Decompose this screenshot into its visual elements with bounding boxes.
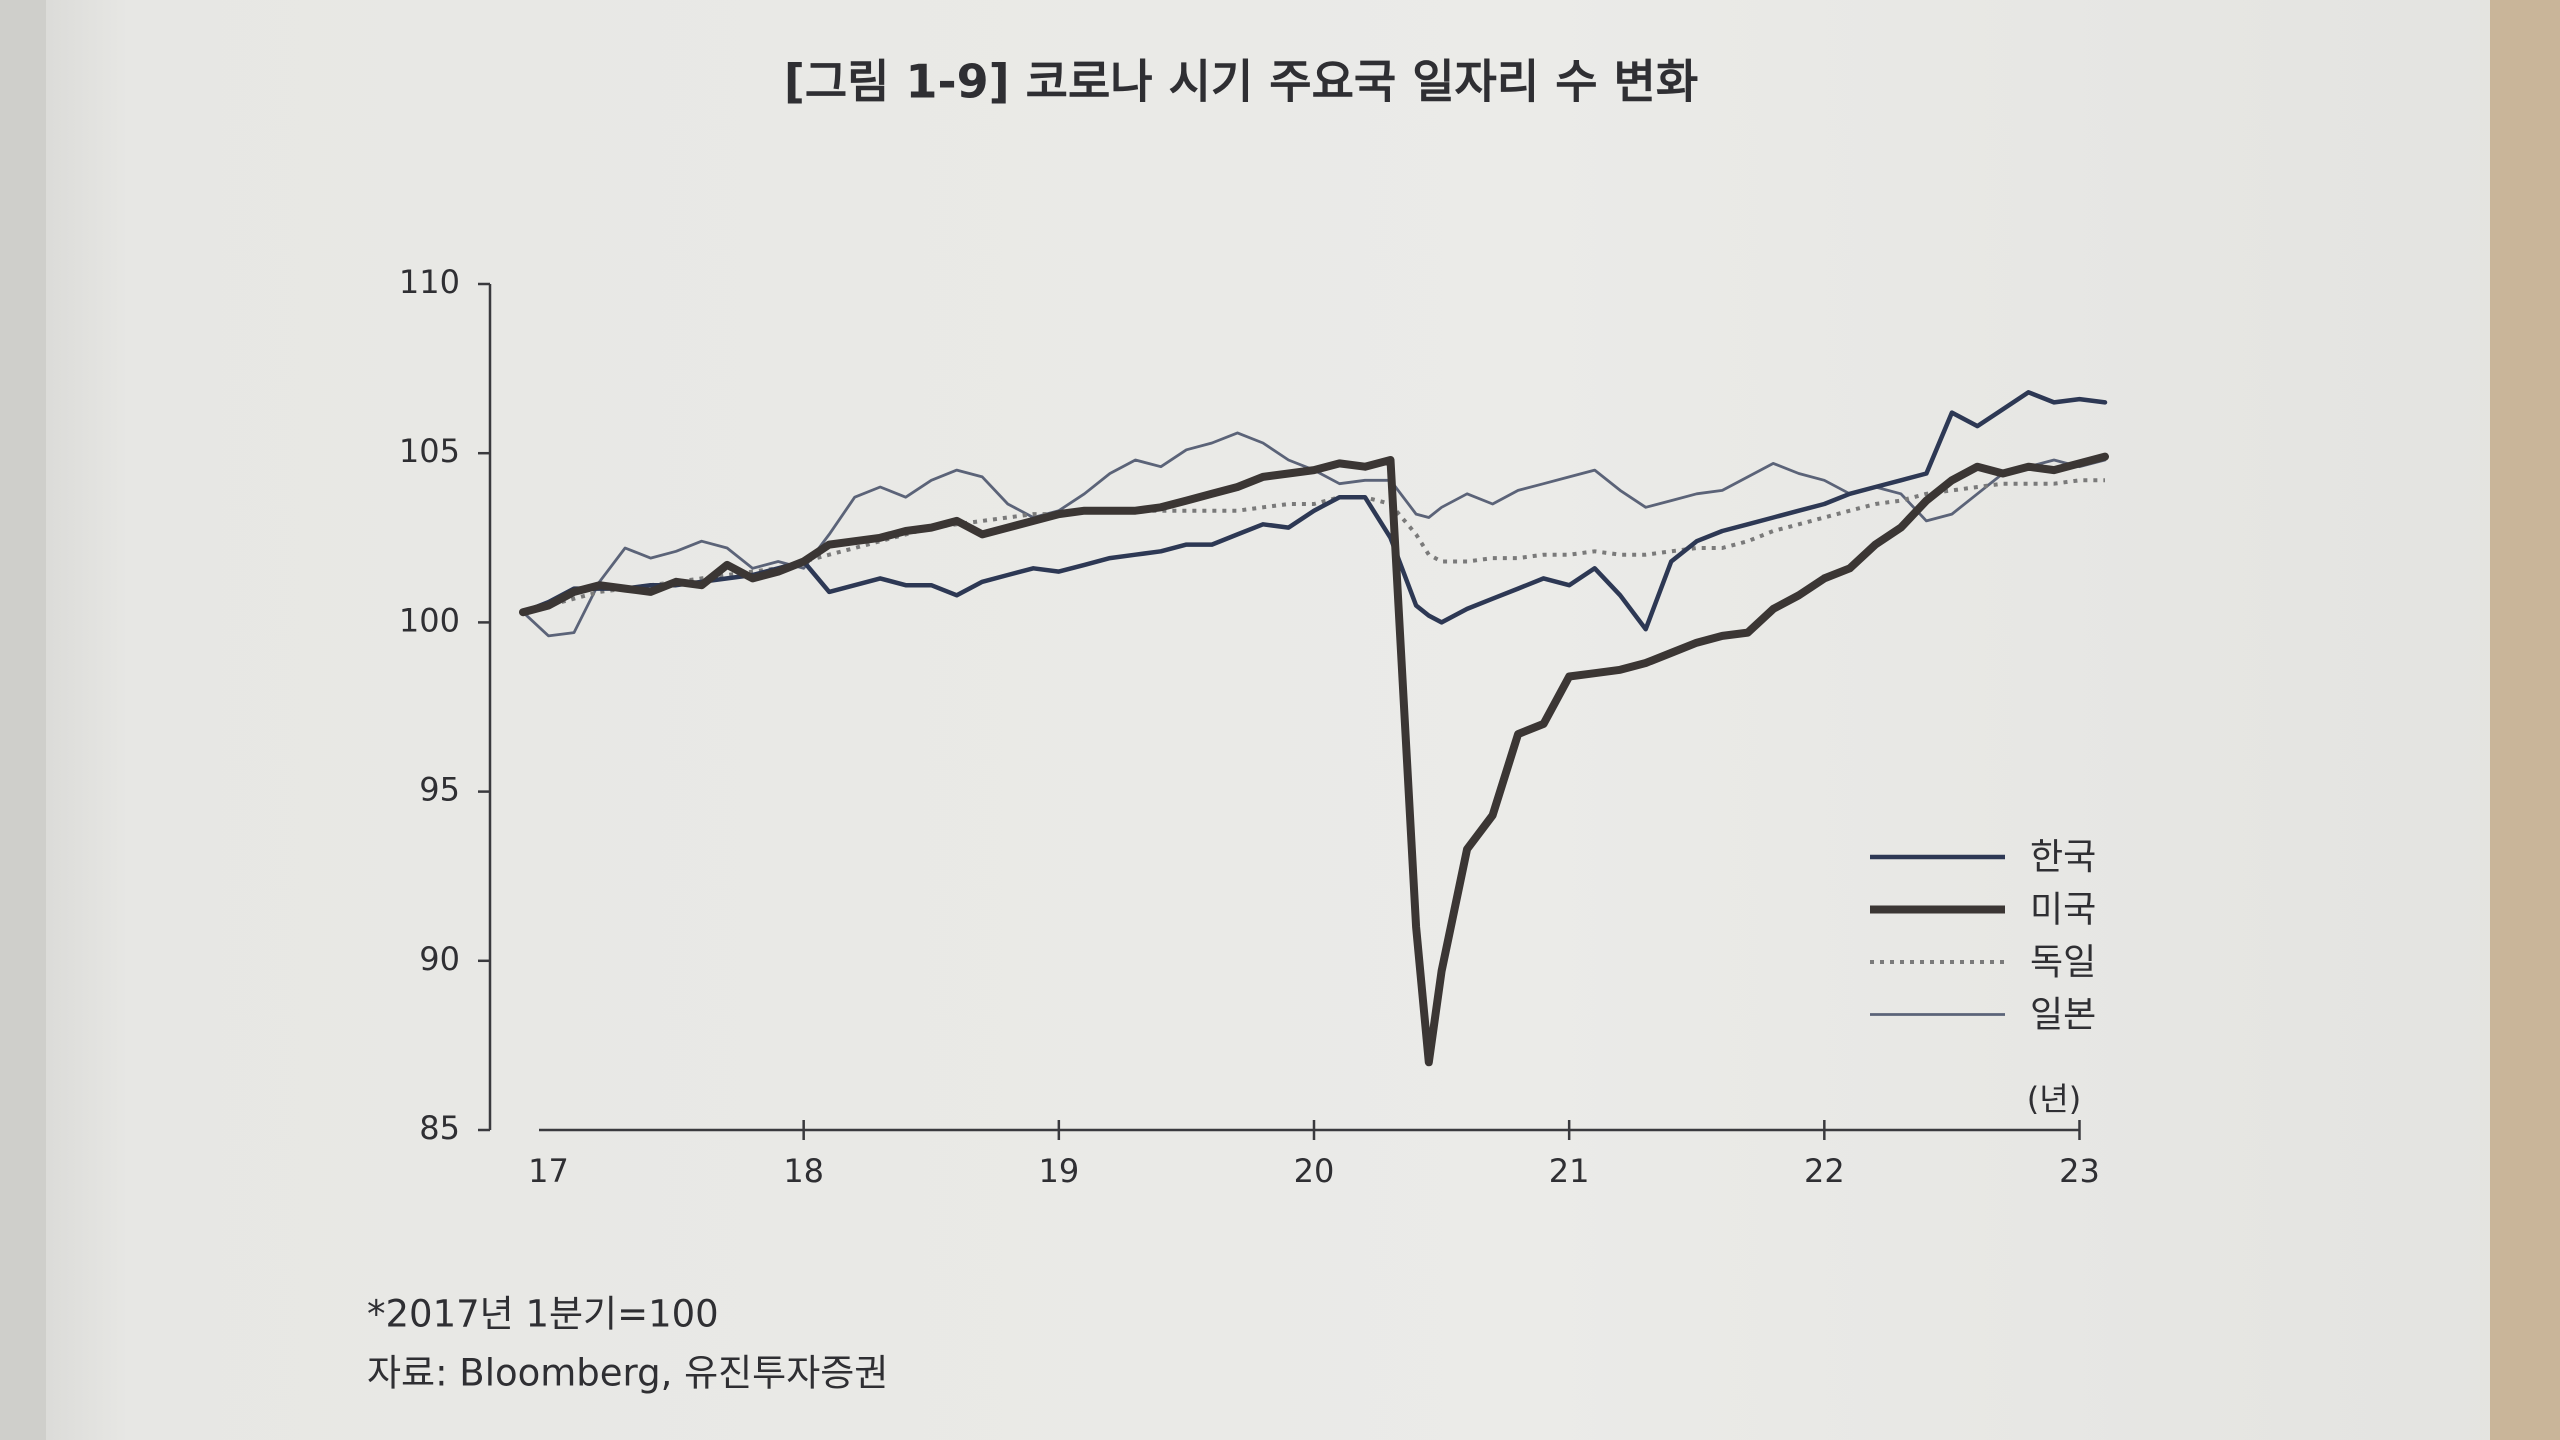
x-tick-label: 17 [528,1152,569,1190]
x-tick-label: 22 [1804,1152,1845,1190]
legend-label: 한국 [2030,837,2096,878]
x-tick-label: 23 [2059,1152,2100,1190]
y-tick-label: 110 [399,263,460,301]
y-tick-label: 100 [399,601,460,639]
x-tick-label: 19 [1038,1152,1079,1190]
legend-label: 독일 [2030,942,2096,983]
source-note: 자료: Bloomberg, 유진투자증권 [367,1352,888,1395]
legend-label: 일본 [2030,995,2096,1036]
page-edge [0,0,46,1440]
table-surface [2490,0,2560,1440]
y-tick-label: 90 [419,940,460,978]
y-tick-label: 95 [419,771,460,809]
y-tick-label: 85 [419,1109,460,1147]
x-tick-label: 20 [1294,1152,1335,1190]
data-line [519,452,2109,1067]
legend-label: 미국 [2030,890,2096,931]
footnote: *2017년 1분기=100 [367,1293,719,1336]
x-axis-unit: (년) [2027,1080,2081,1118]
x-tick-label: 18 [783,1152,824,1190]
y-tick-label: 105 [399,432,460,470]
chart-title: [그림 1-9] 코로나 시기 주요국 일자리 수 변화 [784,55,1698,109]
x-tick-label: 21 [1549,1152,1590,1190]
